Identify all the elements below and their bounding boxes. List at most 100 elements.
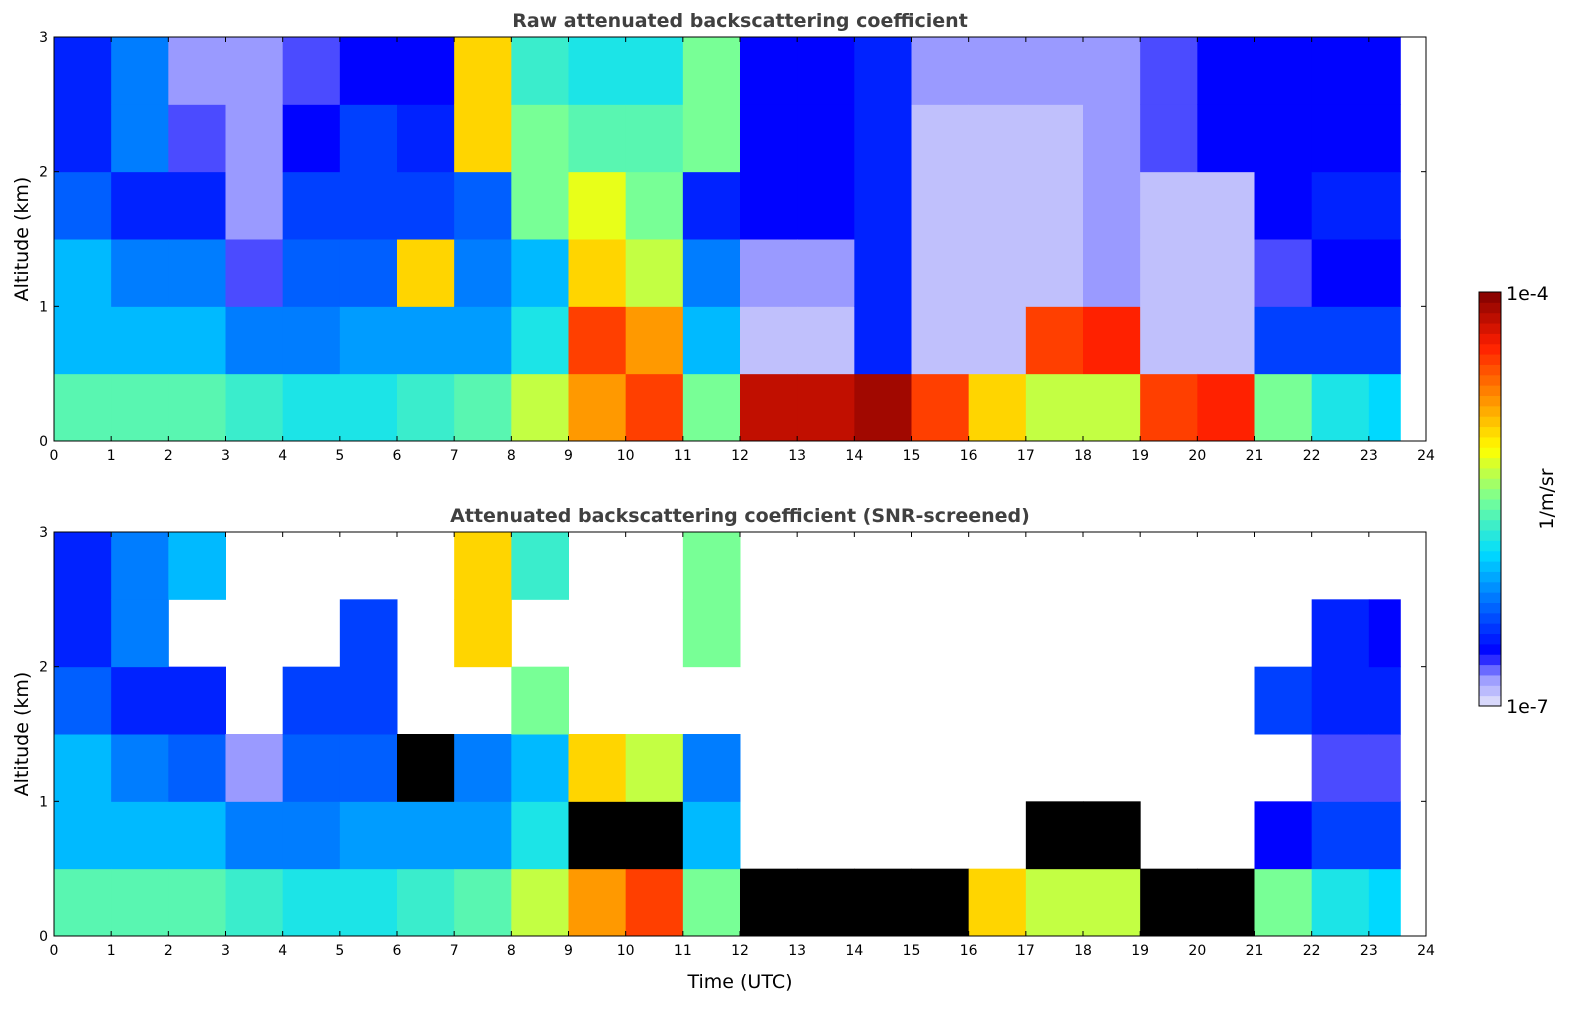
heatmap-cell: [1311, 239, 1370, 307]
heatmap-cell: [968, 171, 1027, 240]
heatmap-cell: [1311, 37, 1370, 105]
heatmap-cell: [1368, 306, 1401, 375]
x-tick-label: 20: [1188, 448, 1206, 464]
x-tick-label: 9: [564, 943, 573, 959]
heatmap-cell: [111, 666, 169, 735]
heatmap-cell: [282, 666, 341, 735]
heatmap-cell: [968, 104, 1027, 173]
heatmap-cell: [511, 37, 569, 105]
heatmap-cell: [168, 239, 226, 307]
x-tick-label: 4: [278, 448, 287, 464]
heatmap-cell: [168, 734, 226, 802]
heatmap-cell: [1368, 868, 1401, 937]
heatmap-cell: [339, 599, 398, 668]
heatmap-cell: [740, 868, 798, 937]
heatmap-cell: [225, 373, 284, 442]
heatmap-cell: [225, 37, 284, 105]
heatmap-cell: [1254, 666, 1313, 735]
heatmap-cell: [740, 306, 798, 375]
heatmap-cell: [282, 306, 341, 375]
heatmap-cell: [511, 373, 569, 442]
heatmap-cell: [911, 104, 970, 173]
heatmap-cell: [511, 104, 569, 173]
heatmap-cell: [454, 239, 512, 307]
heatmap-cell: [1254, 104, 1313, 173]
colorbar-swatch: [1479, 530, 1501, 541]
heatmap-cell: [1025, 171, 1084, 240]
x-tick-label: 21: [1246, 448, 1264, 464]
heatmap-cell: [168, 666, 226, 735]
heatmap-cell: [339, 801, 398, 870]
heatmap-cell: [1254, 306, 1313, 375]
heatmap-cell: [682, 868, 741, 937]
heatmap-cell: [568, 734, 627, 802]
heatmap-cell: [1254, 801, 1313, 870]
heatmap-cell: [511, 868, 569, 937]
colorbar-swatch: [1479, 395, 1501, 407]
x-tick-label: 13: [788, 943, 806, 959]
heatmap-cell: [168, 104, 226, 173]
heatmap-cell: [568, 868, 627, 937]
heatmap-cell: [54, 171, 112, 240]
heatmap-cell: [797, 373, 855, 442]
heatmap-cell: [511, 532, 569, 600]
heatmap-cell: [111, 599, 169, 668]
x-tick-label: 1: [107, 943, 116, 959]
colorbar-swatch: [1479, 405, 1501, 417]
heatmap-cell: [625, 373, 684, 442]
heatmap-cell: [511, 306, 569, 375]
colorbar-swatch: [1479, 374, 1501, 386]
heatmap-cell: [454, 868, 512, 937]
colorbar-swatch: [1479, 478, 1501, 490]
heatmap-cell: [111, 171, 169, 240]
x-tick-label: 18: [1074, 448, 1092, 464]
colorbar-swatch: [1479, 323, 1501, 334]
heatmap-cell: [1254, 868, 1313, 937]
heatmap-cell: [511, 171, 569, 240]
colorbar-swatch: [1479, 654, 1501, 666]
heatmap-cell: [854, 239, 912, 307]
heatmap-cell: [54, 239, 112, 307]
heatmap-cell: [1254, 171, 1313, 240]
y-tick-label: 0: [39, 929, 48, 945]
x-tick-label: 19: [1131, 448, 1149, 464]
colorbar-swatch: [1479, 664, 1501, 676]
x-tick-label: 8: [507, 448, 516, 464]
heatmap-cell: [1197, 239, 1255, 307]
chart-title: Attenuated backscattering coefficient (S…: [450, 505, 1030, 527]
heatmap-cell: [1140, 306, 1198, 375]
heatmap-cell: [740, 171, 798, 240]
heatmap-cell: [397, 37, 455, 105]
heatmap-cell: [54, 37, 112, 105]
heatmap-cell: [740, 239, 798, 307]
heatmap-cell: [111, 37, 169, 105]
heatmap-cell: [682, 599, 741, 668]
heatmap-cell: [1083, 868, 1141, 937]
heatmap-cell: [1025, 868, 1084, 937]
colorbar-swatch: [1479, 519, 1501, 531]
x-tick-label: 22: [1303, 943, 1321, 959]
heatmap-cell: [1311, 801, 1370, 870]
heatmap-cell: [1311, 734, 1370, 802]
colorbar-swatch: [1479, 333, 1501, 345]
heatmap-cell: [111, 868, 169, 937]
y-tick-label: 3: [39, 30, 48, 46]
heatmap-cell: [168, 868, 226, 937]
heatmap-cell: [1025, 306, 1084, 375]
y-axis-label: Altitude (km): [11, 672, 33, 797]
heatmap-cell: [111, 734, 169, 802]
heatmap-cell: [568, 306, 627, 375]
x-tick-label: 3: [221, 448, 230, 464]
colorbar-swatch: [1479, 343, 1501, 355]
colorbar-swatch: [1479, 354, 1501, 365]
heatmap-cell: [568, 171, 627, 240]
heatmap-cell: [854, 37, 912, 105]
heatmap-cell: [282, 801, 341, 870]
heatmap-cell: [1311, 373, 1370, 442]
x-tick-label: 24: [1417, 448, 1435, 464]
x-tick-label: 8: [507, 943, 516, 959]
heatmap-cell: [854, 868, 912, 937]
heatmap-cell: [1368, 734, 1401, 802]
heatmap-cell: [1083, 306, 1141, 375]
